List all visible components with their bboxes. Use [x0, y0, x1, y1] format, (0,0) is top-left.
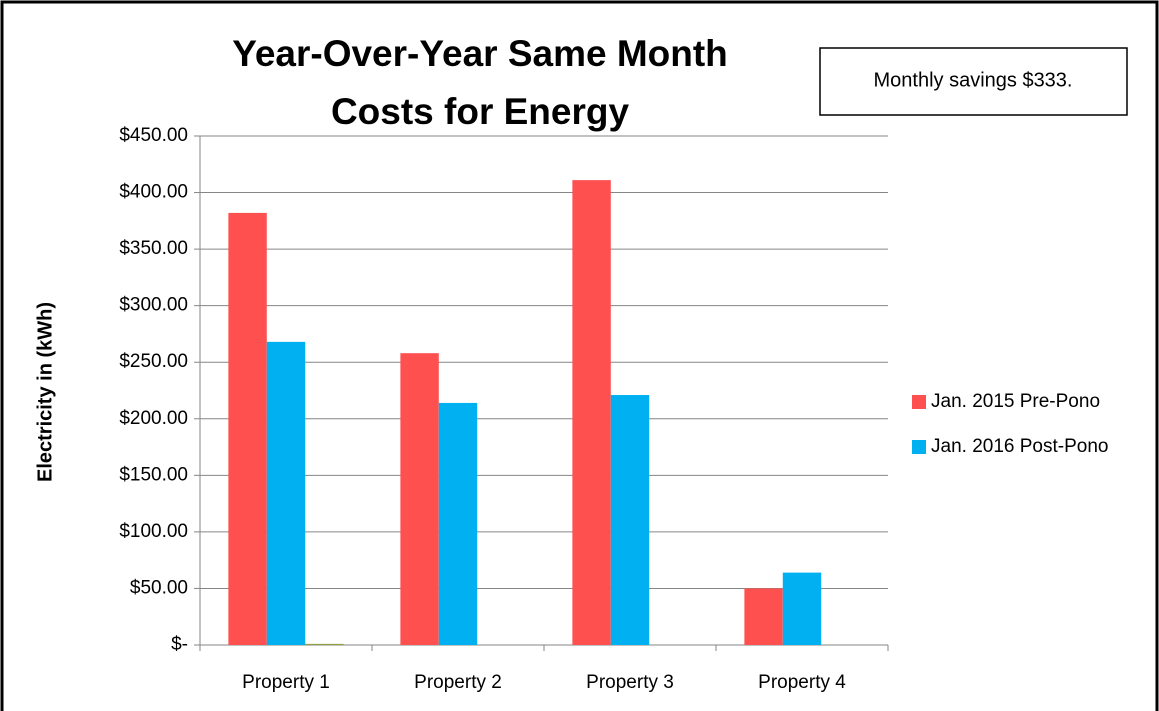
- y-tick-label: $350.00: [119, 238, 188, 259]
- bar: [610, 395, 650, 645]
- bar: [572, 180, 611, 645]
- y-tick-label: $150.00: [119, 464, 188, 485]
- bar: [782, 572, 822, 645]
- legend-label: Jan. 2015 Pre-Pono: [931, 391, 1100, 412]
- y-tick-label: $250.00: [119, 351, 188, 372]
- y-tick-label: $400.00: [119, 182, 188, 203]
- bar: [266, 341, 306, 645]
- annotation: Monthly savings $333.: [873, 69, 1072, 91]
- y-tick-label: $50.00: [130, 577, 188, 598]
- bar: [744, 588, 783, 645]
- y-tick-label: $100.00: [119, 521, 188, 542]
- x-tick-label: Property 4: [758, 672, 846, 693]
- bar: [228, 212, 267, 645]
- x-tick-label: Property 1: [242, 672, 330, 693]
- x-tick-label: Property 2: [414, 672, 502, 693]
- legend-swatch: [912, 440, 926, 454]
- bar: [400, 353, 439, 645]
- annotation-box: [819, 47, 1128, 116]
- y-tick-label: $-: [171, 634, 188, 655]
- y-tick-label: $300.00: [119, 295, 188, 316]
- chart-title: Costs for Energy: [331, 91, 630, 132]
- bar: [305, 643, 344, 645]
- legend-label: Jan. 2016 Post-Pono: [931, 436, 1108, 457]
- x-tick-label: Property 3: [586, 672, 674, 693]
- chart-title: Year-Over-Year Same Month: [232, 33, 728, 74]
- y-tick-label: $200.00: [119, 408, 188, 429]
- y-tick-label: $450.00: [119, 125, 188, 146]
- bar: [438, 402, 478, 645]
- y-axis-label: Electricity in (kWh): [34, 302, 56, 482]
- legend-swatch: [912, 395, 926, 409]
